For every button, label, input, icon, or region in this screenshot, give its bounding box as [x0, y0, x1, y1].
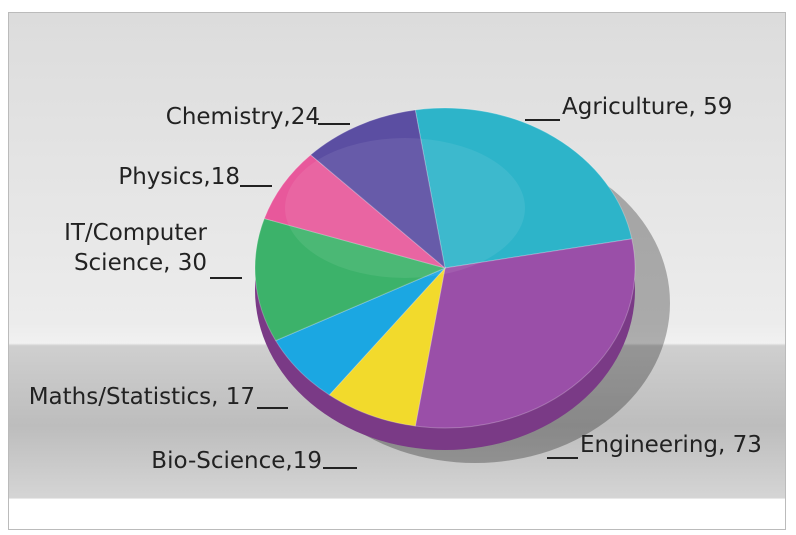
data-label: Engineering, 73	[580, 432, 762, 458]
pie-slice	[274, 267, 446, 396]
data-label: Bio-Science,19	[151, 448, 322, 474]
data-label: Chemistry,24	[165, 104, 320, 130]
pie-slice	[309, 109, 446, 270]
data-label: Physics,18	[118, 164, 240, 190]
data-label: Agriculture, 59	[562, 94, 733, 120]
pie-slice	[254, 217, 447, 342]
data-label: IT/Computer Science, 30	[64, 220, 207, 276]
pie-slice	[328, 266, 446, 427]
data-label: Maths/Statistics, 17	[28, 384, 255, 410]
pie-slice	[414, 107, 633, 269]
pie-gloss	[285, 138, 525, 278]
pie-slice	[263, 154, 446, 269]
pie-slice	[414, 238, 636, 429]
